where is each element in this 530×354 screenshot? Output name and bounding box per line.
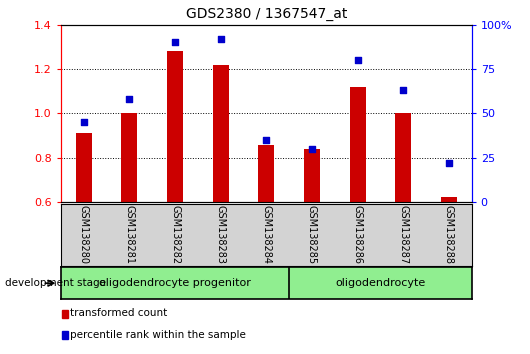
Point [216,36,225,42]
Text: GSM138288: GSM138288 [444,205,454,264]
Point [125,96,134,102]
Text: GSM138281: GSM138281 [125,205,135,264]
Text: GSM138285: GSM138285 [307,205,317,264]
Bar [304,149,320,202]
Text: oligodendrocyte progenitor: oligodendrocyte progenitor [99,278,251,288]
Text: transformed count: transformed count [70,308,167,318]
Bar [213,65,228,202]
Text: GSM138287: GSM138287 [398,205,408,264]
Point [80,119,88,125]
Text: development stage: development stage [5,278,107,288]
Point [171,40,179,45]
Bar [167,51,183,202]
Bar [121,113,137,202]
Text: percentile rank within the sample: percentile rank within the sample [70,330,246,339]
Bar [258,145,275,202]
Point [354,57,362,63]
Bar [76,133,92,202]
Point [445,160,453,166]
Text: GSM138283: GSM138283 [216,205,226,264]
Title: GDS2380 / 1367547_at: GDS2380 / 1367547_at [186,7,347,21]
Text: GSM138284: GSM138284 [261,205,271,264]
Bar [350,87,366,202]
Point [262,137,270,143]
Bar [395,113,411,202]
Point [308,146,316,152]
Bar [441,198,457,202]
Text: GSM138282: GSM138282 [170,205,180,264]
Text: oligodendrocyte: oligodendrocyte [335,278,426,288]
Point [399,87,408,93]
Text: GSM138280: GSM138280 [79,205,89,264]
Text: GSM138286: GSM138286 [352,205,363,264]
